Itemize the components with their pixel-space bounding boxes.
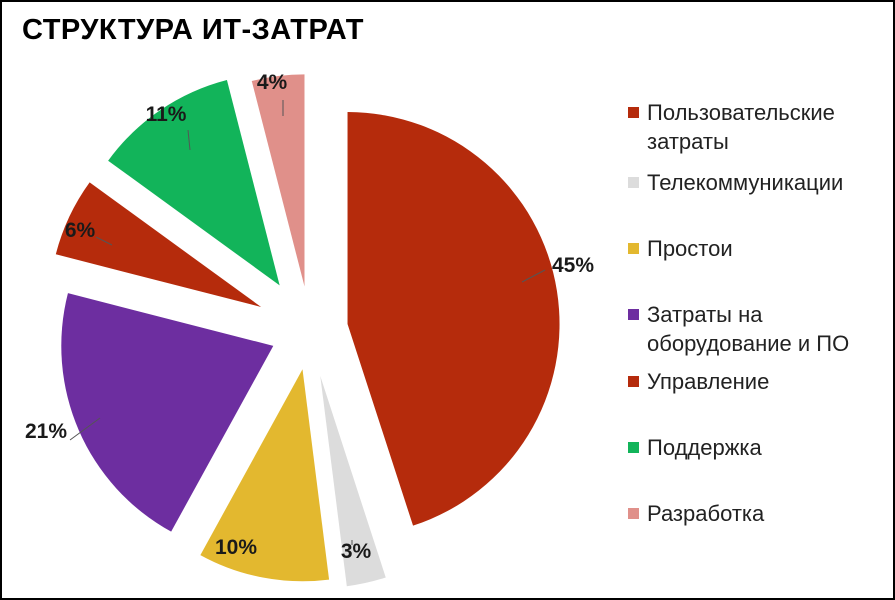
pie-slice [55, 182, 262, 308]
data-label: 4% [257, 71, 288, 94]
data-label: 11% [146, 103, 187, 126]
legend-swatch [628, 177, 639, 188]
legend-label: Разработка [647, 501, 765, 526]
legend-label: Затраты на оборудование и ПО [647, 302, 850, 356]
data-label: 3% [341, 540, 372, 563]
pie-slice [200, 369, 330, 582]
leader-line [95, 236, 113, 246]
legend-swatch [628, 107, 639, 118]
chart-title: СТРУКТУРА ИТ-ЗАТРАТ [22, 14, 365, 46]
pie-slice [251, 74, 305, 287]
legend-swatch [628, 309, 639, 320]
legend-swatch [628, 442, 639, 453]
pie-slice [347, 112, 560, 526]
data-label: 10% [215, 536, 257, 559]
data-label: 6% [65, 219, 96, 242]
legend-label: Телекоммуникации [647, 170, 844, 195]
legend-label: Простои [647, 236, 733, 261]
legend-swatch [628, 508, 639, 519]
legend-swatch [628, 376, 639, 387]
leader-line [187, 129, 191, 151]
leader-line [69, 417, 101, 441]
legend-label: Управление [647, 369, 770, 394]
pie-slice [61, 293, 274, 532]
leader-line [521, 269, 546, 283]
pie-slice [108, 79, 280, 286]
data-label: 45% [552, 254, 594, 277]
legend-label: Поддержка [647, 435, 762, 460]
legend-swatch [628, 243, 639, 254]
legend-label: Пользовательские затраты [647, 100, 835, 154]
pie-slice [320, 375, 386, 587]
data-label: 21% [25, 420, 67, 443]
